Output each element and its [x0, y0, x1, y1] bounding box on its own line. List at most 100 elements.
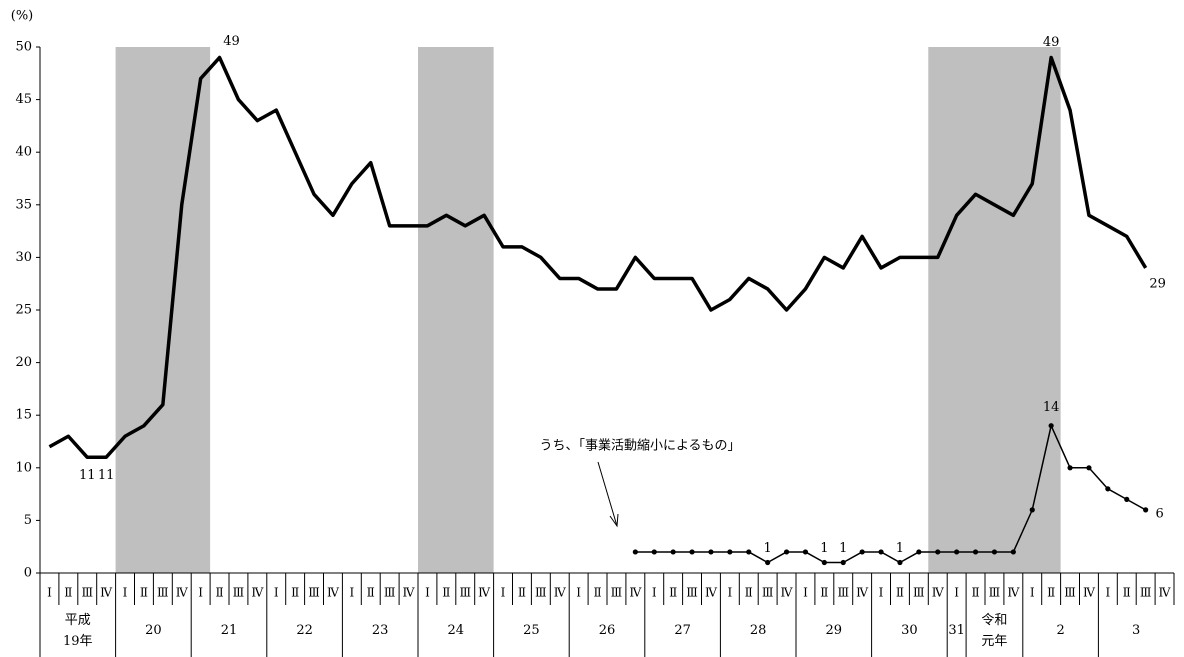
- shaded-period: [418, 47, 494, 573]
- series-marker: [632, 549, 638, 555]
- x-tick-label: Ⅳ: [176, 586, 189, 600]
- x-tick-label: Ⅱ: [442, 586, 450, 600]
- year-label: 29: [825, 623, 843, 638]
- x-tick-label: Ⅱ: [64, 586, 72, 600]
- year-label: 令和 元年: [981, 613, 1008, 649]
- x-tick-label: Ⅰ: [501, 586, 506, 600]
- series-marker: [765, 559, 771, 566]
- x-tick-label: Ⅳ: [1007, 586, 1020, 600]
- series-line: [635, 424, 1147, 564]
- x-tick-label: Ⅱ: [215, 586, 223, 600]
- y-tick-label: 0: [24, 566, 32, 581]
- series-marker: [746, 549, 752, 555]
- x-tick-label: Ⅳ: [100, 586, 113, 600]
- year-label: 25: [523, 623, 540, 638]
- data-label: 1: [764, 541, 772, 556]
- y-unit: (%): [11, 9, 34, 24]
- x-tick-label: Ⅱ: [1123, 586, 1131, 600]
- year-label: 21: [220, 623, 238, 638]
- x-tick-label: Ⅳ: [705, 586, 718, 600]
- data-label: 1: [896, 541, 904, 556]
- series-marker: [1067, 465, 1073, 471]
- x-tick-label: Ⅰ: [652, 586, 657, 600]
- x-tick-label: Ⅲ: [459, 586, 471, 600]
- series-marker: [1029, 507, 1035, 513]
- x-tick-label: Ⅱ: [820, 586, 828, 600]
- data-label: 14: [1043, 400, 1060, 415]
- x-tick-label: Ⅰ: [198, 586, 203, 600]
- year-label: 30: [901, 623, 918, 638]
- y-tick-label: 30: [15, 250, 32, 265]
- series-marker: [727, 549, 733, 555]
- x-tick-label: Ⅳ: [478, 586, 491, 600]
- series-marker: [1010, 549, 1016, 555]
- x-tick-label: Ⅲ: [81, 586, 93, 600]
- x-tick-label: Ⅲ: [989, 586, 1001, 600]
- x-tick-label: Ⅰ: [1030, 586, 1035, 600]
- x-tick-label: Ⅱ: [745, 586, 753, 600]
- series-marker: [878, 549, 884, 555]
- series-marker: [821, 559, 827, 566]
- x-tick-label: Ⅰ: [123, 586, 128, 600]
- x-tick-label: Ⅲ: [611, 586, 623, 600]
- data-label: 11: [98, 468, 115, 483]
- year-label: 31: [948, 623, 965, 638]
- series-marker: [651, 549, 657, 555]
- x-tick-label: Ⅳ: [251, 586, 264, 600]
- x-tick-label: Ⅰ: [803, 586, 808, 600]
- year-label: 22: [296, 623, 313, 638]
- year-label: 3: [1132, 623, 1141, 638]
- year-label: 27: [674, 623, 691, 638]
- y-tick-label: 5: [24, 513, 32, 528]
- x-tick-label: Ⅱ: [140, 586, 148, 600]
- x-tick-label: Ⅱ: [896, 586, 904, 600]
- year-label: 平成 19年: [63, 613, 93, 649]
- x-tick-label: Ⅲ: [535, 586, 547, 600]
- x-tick-label: Ⅳ: [932, 586, 945, 600]
- x-tick-label: Ⅳ: [629, 586, 642, 600]
- year-label: 2: [1056, 623, 1065, 638]
- x-tick-label: Ⅰ: [879, 586, 884, 600]
- shaded-period: [115, 47, 211, 573]
- x-tick-label: Ⅱ: [367, 586, 375, 600]
- x-tick-label: Ⅰ: [47, 586, 52, 600]
- x-tick-label: Ⅱ: [291, 586, 299, 600]
- x-tick-label: Ⅲ: [233, 586, 245, 600]
- x-tick-label: Ⅲ: [157, 586, 169, 600]
- series-marker: [689, 549, 695, 555]
- series-marker: [1086, 465, 1092, 471]
- series-marker: [991, 549, 998, 555]
- y-tick-label: 50: [15, 40, 32, 55]
- y-tick-label: 20: [15, 355, 32, 370]
- x-tick-label: Ⅱ: [971, 586, 979, 600]
- series-marker: [670, 549, 676, 555]
- annotation: うち、「事業活動縮小によるもの」: [539, 438, 740, 454]
- series-marker: [935, 549, 941, 555]
- y-tick-label: 15: [15, 408, 32, 423]
- x-tick-label: Ⅲ: [762, 586, 774, 600]
- series-marker: [802, 549, 809, 555]
- x-tick-label: Ⅳ: [1159, 586, 1172, 600]
- data-label: 11: [79, 468, 96, 483]
- data-label: 49: [1043, 35, 1060, 50]
- x-tick-label: Ⅱ: [518, 586, 526, 600]
- data-label: 6: [1156, 506, 1164, 521]
- x-tick-label: Ⅰ: [727, 586, 732, 600]
- x-tick-label: Ⅳ: [1083, 586, 1096, 600]
- series-marker: [840, 559, 846, 566]
- series-line: [48, 55, 1148, 460]
- year-label: 24: [447, 623, 465, 638]
- data-label: 1: [820, 541, 828, 556]
- annotation-arrow: [597, 461, 618, 527]
- series-marker: [1048, 423, 1054, 429]
- x-tick-label: Ⅲ: [384, 586, 396, 600]
- y-tick-label: 45: [15, 92, 32, 107]
- x-tick-label: Ⅱ: [593, 586, 601, 600]
- y-tick-label: 35: [15, 197, 32, 212]
- series-marker: [859, 549, 865, 555]
- x-tick-label: Ⅲ: [686, 586, 698, 600]
- year-label: 23: [371, 623, 389, 638]
- data-label: 29: [1149, 276, 1166, 291]
